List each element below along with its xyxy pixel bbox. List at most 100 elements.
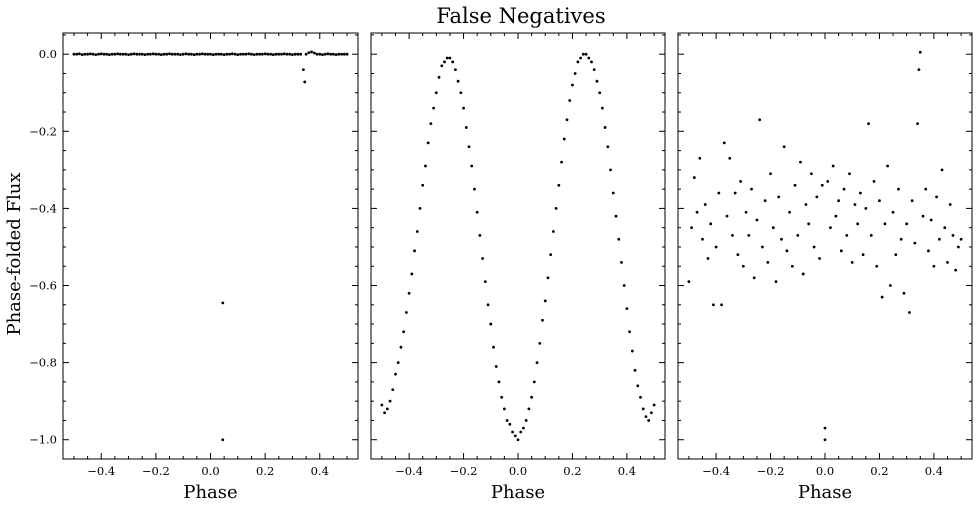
data-point <box>522 426 525 430</box>
data-point <box>269 52 272 56</box>
data-point <box>464 126 468 129</box>
data-point <box>692 176 696 179</box>
data-point <box>620 260 623 264</box>
data-point <box>456 79 460 83</box>
data-point <box>848 172 851 176</box>
data-point <box>88 52 92 56</box>
data-point <box>639 395 642 399</box>
data-point <box>220 52 223 56</box>
data-point <box>334 53 338 56</box>
data-point <box>804 203 808 206</box>
data-point <box>296 52 300 56</box>
data-point <box>551 230 555 233</box>
x-tick-label: 0.2 <box>563 464 581 478</box>
data-point <box>929 218 933 222</box>
data-point <box>80 53 84 56</box>
data-point <box>154 52 158 56</box>
data-point <box>595 79 599 83</box>
data-point <box>927 249 930 253</box>
data-point <box>799 160 802 164</box>
panel-left: −0.4 −0.2 0.0 0.2 0.4 0.0 −0.2 −0.4 −0.6 −0.8 −1.0… <box>29 32 359 503</box>
data-point <box>413 249 416 253</box>
data-point <box>549 253 553 257</box>
data-point <box>239 52 242 56</box>
data-point <box>312 51 316 55</box>
data-point <box>769 172 772 176</box>
axis-ticks: −0.4 −0.2 0.0 0.2 0.4 0.0 −0.2 −0.4 −0.6 −0.8 −1.0 <box>29 33 358 478</box>
data-point <box>184 52 188 56</box>
data-point <box>285 52 289 56</box>
data-point <box>138 52 141 56</box>
data-point <box>722 141 726 145</box>
data-point <box>516 438 520 442</box>
data-point <box>247 52 251 56</box>
x-tick-label: −0.2 <box>142 464 170 478</box>
data-point <box>611 191 615 195</box>
data-point <box>690 226 694 230</box>
data-point <box>744 210 748 214</box>
data-point <box>829 226 832 230</box>
data-point <box>291 53 294 56</box>
data-point <box>625 307 629 311</box>
data-point <box>538 341 542 345</box>
data-point <box>110 52 114 56</box>
data-point <box>189 52 193 56</box>
data-point <box>489 322 493 326</box>
data-point <box>530 395 534 399</box>
scatter-points <box>380 52 656 442</box>
x-tick-label: 0.4 <box>925 464 943 478</box>
data-point <box>500 395 504 399</box>
data-point <box>418 207 422 210</box>
data-point <box>725 214 729 218</box>
data-point <box>99 52 103 56</box>
data-point <box>932 264 936 268</box>
data-point <box>951 233 955 237</box>
data-point <box>579 56 583 60</box>
data-point <box>429 122 433 125</box>
data-point <box>557 183 561 187</box>
data-point <box>402 330 406 334</box>
data-point <box>255 52 259 56</box>
data-point <box>872 180 876 183</box>
data-point <box>345 52 349 56</box>
data-point <box>326 52 330 56</box>
data-point <box>434 91 438 95</box>
data-point <box>151 52 155 56</box>
data-point <box>280 52 283 56</box>
data-point <box>217 52 221 56</box>
data-point <box>886 164 890 168</box>
data-point <box>766 260 770 264</box>
data-point <box>917 68 921 72</box>
data-point <box>834 214 838 218</box>
data-point <box>337 52 341 56</box>
data-point <box>105 52 109 56</box>
figure-title: False Negatives <box>436 4 605 28</box>
data-point <box>924 187 928 191</box>
data-point <box>711 303 715 307</box>
data-point <box>584 52 588 56</box>
data-point <box>647 419 651 422</box>
data-point <box>703 203 707 206</box>
data-point <box>750 187 753 191</box>
data-point <box>470 164 474 168</box>
data-point <box>157 52 161 56</box>
plot-frame <box>677 32 973 460</box>
data-point <box>571 83 574 87</box>
data-point <box>165 52 169 56</box>
x-tick-label: −0.2 <box>757 464 785 478</box>
data-point <box>891 210 895 214</box>
data-point <box>937 237 941 241</box>
data-point <box>173 52 177 56</box>
data-point <box>562 137 566 141</box>
data-point <box>532 380 536 384</box>
data-point <box>497 380 501 384</box>
data-point <box>236 53 240 56</box>
data-point <box>796 233 800 237</box>
data-point <box>603 126 607 129</box>
data-point <box>467 145 471 149</box>
data-point <box>315 52 319 56</box>
x-tick-label: 0.2 <box>256 464 274 478</box>
data-point <box>310 50 313 54</box>
data-point <box>774 280 778 284</box>
